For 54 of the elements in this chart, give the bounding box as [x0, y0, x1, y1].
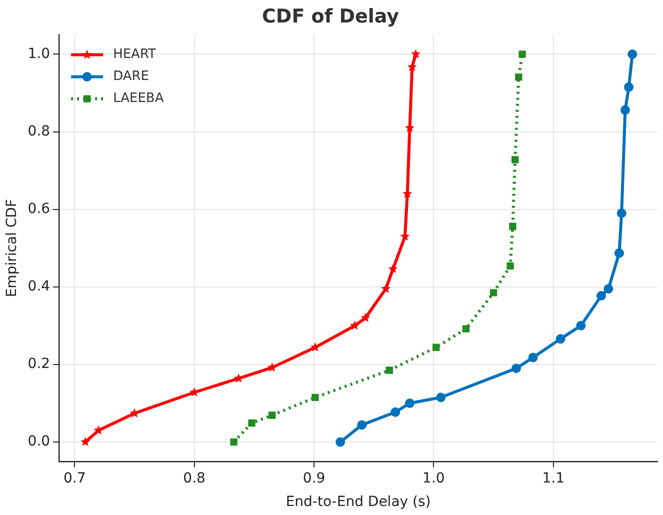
- x-tick-label: 1.1: [542, 470, 565, 486]
- point: [410, 49, 420, 58]
- point: [312, 394, 319, 401]
- y-tick-label: 0.2: [28, 356, 50, 372]
- point: [628, 49, 638, 59]
- legend-label: HEART: [113, 47, 156, 62]
- y-tick-label: 0.6: [28, 200, 50, 217]
- point: [360, 312, 370, 322]
- point: [386, 366, 393, 374]
- point: [616, 208, 626, 218]
- point: [490, 289, 498, 296]
- x-tick-label: 0.7: [63, 470, 86, 486]
- point: [509, 222, 516, 230]
- point: [80, 437, 90, 446]
- point: [436, 392, 446, 402]
- x-tick-label: 0.8: [183, 470, 206, 486]
- point: [390, 407, 400, 417]
- y-tick-label: 1.0: [28, 46, 50, 62]
- point: [528, 352, 538, 362]
- point: [336, 437, 346, 447]
- y-tick-label: 0.8: [28, 123, 50, 140]
- point: [405, 398, 414, 408]
- point: [624, 82, 634, 92]
- point: [432, 344, 440, 351]
- point: [506, 262, 514, 270]
- point: [350, 320, 360, 330]
- point: [515, 73, 522, 81]
- x-axis-title: End-to-End Delay (s): [286, 494, 431, 510]
- point: [556, 334, 566, 344]
- y-tick-label: 0.4: [28, 278, 50, 295]
- legend-label: DARE: [113, 69, 149, 84]
- point: [268, 412, 276, 419]
- point: [381, 284, 391, 293]
- point: [512, 364, 522, 374]
- point: [614, 248, 624, 258]
- point: [357, 420, 367, 430]
- point: [596, 291, 606, 301]
- point: [604, 284, 614, 294]
- point: [230, 438, 238, 446]
- point: [620, 105, 630, 115]
- point: [388, 264, 398, 274]
- point: [310, 342, 320, 352]
- point: [576, 320, 586, 330]
- point: [511, 156, 519, 164]
- point: [248, 419, 256, 427]
- legend-label: LAEEBA: [113, 91, 164, 106]
- point: [462, 325, 470, 332]
- y-tick-label: 0.0: [28, 434, 50, 450]
- point: [407, 62, 417, 72]
- point: [518, 50, 526, 58]
- chart-title: CDF of Delay: [262, 5, 400, 28]
- x-tick-label: 1.0: [422, 470, 445, 486]
- x-tick-label: 0.9: [302, 470, 326, 486]
- y-axis-title: Empirical CDF: [4, 199, 20, 298]
